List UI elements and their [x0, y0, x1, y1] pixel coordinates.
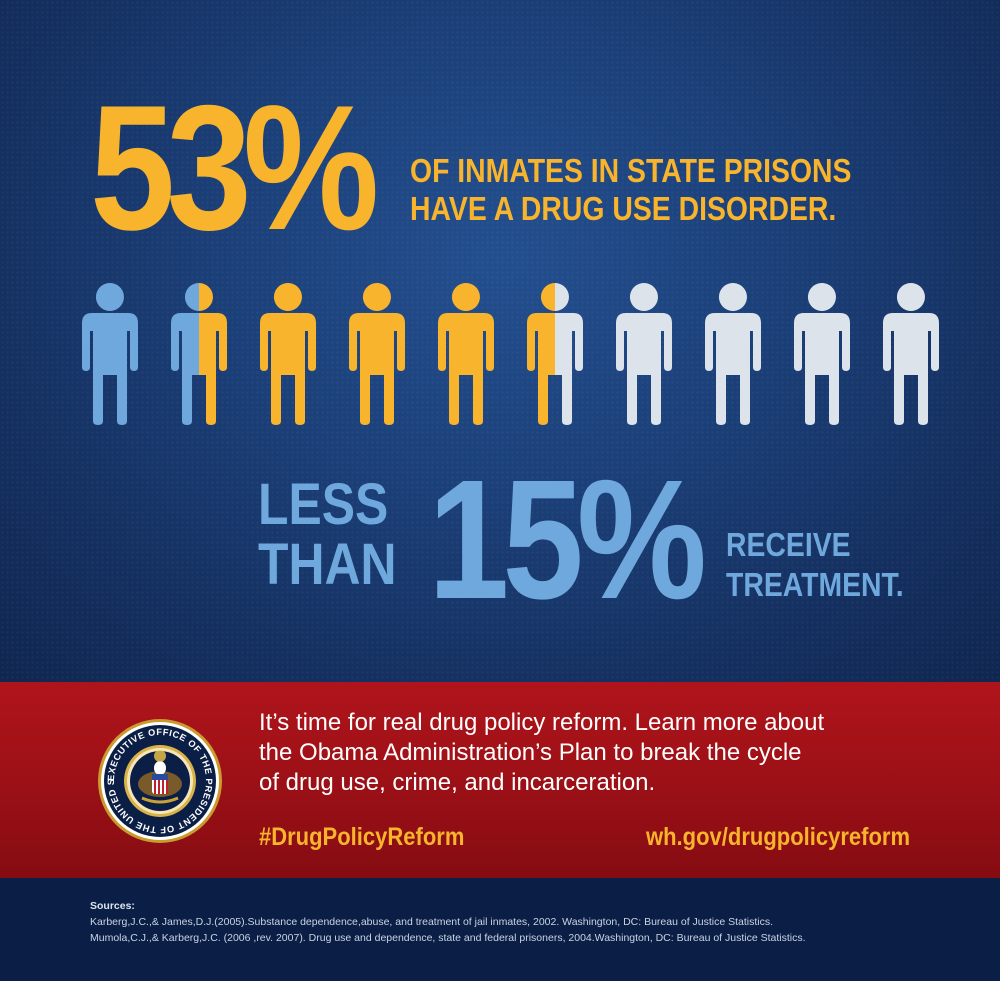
stat-15-caption-line1: RECEIVE [726, 526, 851, 563]
person-figure-shape [171, 283, 227, 425]
person-figures-row [78, 283, 948, 425]
less-word: LESS [258, 472, 389, 537]
website-link[interactable]: wh.gov/drugpolicyreform [645, 823, 910, 851]
stat-53-caption-line1: OF INMATES IN STATE PRISONS [410, 152, 852, 189]
less-than-label: LESS THAN [258, 475, 397, 595]
hashtag-link[interactable]: #DrugPolicyReform [259, 823, 465, 851]
person-figure-icon [879, 283, 943, 425]
source-citation: Mumola,C.J.,& Karberg,J.C. (2006 ,rev. 2… [90, 932, 806, 944]
person-figure-icon [523, 283, 587, 425]
stat-53-caption: OF INMATES IN STATE PRISONS HAVE A DRUG … [410, 152, 851, 228]
person-figure-icon [612, 283, 676, 425]
person-figure-icon [167, 283, 231, 425]
reform-message-line1: It’s time for real drug policy reform. L… [259, 709, 825, 736]
person-figure-shape [260, 283, 316, 425]
person-figure-shape [705, 283, 761, 425]
source-citation: Karberg,J.C.,& James,D.J.(2005).Substanc… [90, 916, 774, 928]
sources-header: Sources: [90, 900, 135, 912]
person-figure-shape [527, 283, 583, 425]
stat-53-caption-line2: HAVE A DRUG USE DISORDER. [410, 190, 837, 227]
stat-15-caption-line2: TREATMENT. [726, 566, 904, 603]
reform-message-line3: of drug use, crime, and incarceration. [259, 769, 656, 796]
reform-message: It’s time for real drug policy reform. L… [259, 708, 959, 798]
executive-office-seal-icon: EXECUTIVE OFFICE OF THE PRESIDENT OF THE… [97, 718, 223, 844]
person-figure-icon [78, 283, 142, 425]
person-figure-icon [256, 283, 320, 425]
person-figure-shape [349, 283, 405, 425]
person-figure-icon [701, 283, 765, 425]
person-figure-shape [616, 283, 672, 425]
person-figure-shape [82, 283, 138, 425]
stat-15-percent: 15% [428, 445, 707, 635]
stat-15-caption: RECEIVE TREATMENT. [726, 525, 904, 605]
person-figure-shape [883, 283, 939, 425]
person-figure-icon [434, 283, 498, 425]
person-figure-icon [345, 283, 409, 425]
sources-footer [0, 878, 1000, 981]
person-figure-shape [794, 283, 850, 425]
than-word: THAN [258, 532, 397, 597]
person-figure-shape [438, 283, 494, 425]
person-figure-icon [790, 283, 854, 425]
reform-message-line2: the Obama Administration’s Plan to break… [259, 739, 802, 766]
sources-list: Sources: Karberg,J.C.,& James,D.J.(2005)… [90, 898, 806, 946]
stat-53-percent: 53% [90, 68, 379, 267]
